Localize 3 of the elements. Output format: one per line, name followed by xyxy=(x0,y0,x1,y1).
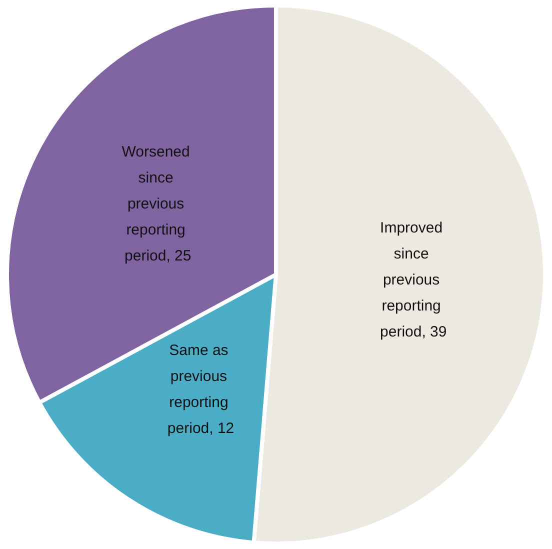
slice-label: Same as previous reporting period, 12 xyxy=(167,342,234,438)
slice-label: Improved since previous reporting period, 39 xyxy=(380,220,447,341)
slice-label: Worsened since previous reporting period, 25 xyxy=(122,144,194,265)
